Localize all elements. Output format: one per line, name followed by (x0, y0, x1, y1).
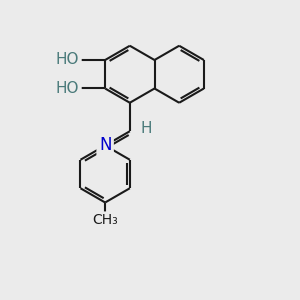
Text: HO: HO (56, 81, 80, 96)
Text: CH₃: CH₃ (92, 214, 118, 227)
Text: HO: HO (56, 52, 80, 68)
Text: H: H (141, 121, 152, 136)
Text: N: N (99, 136, 111, 154)
